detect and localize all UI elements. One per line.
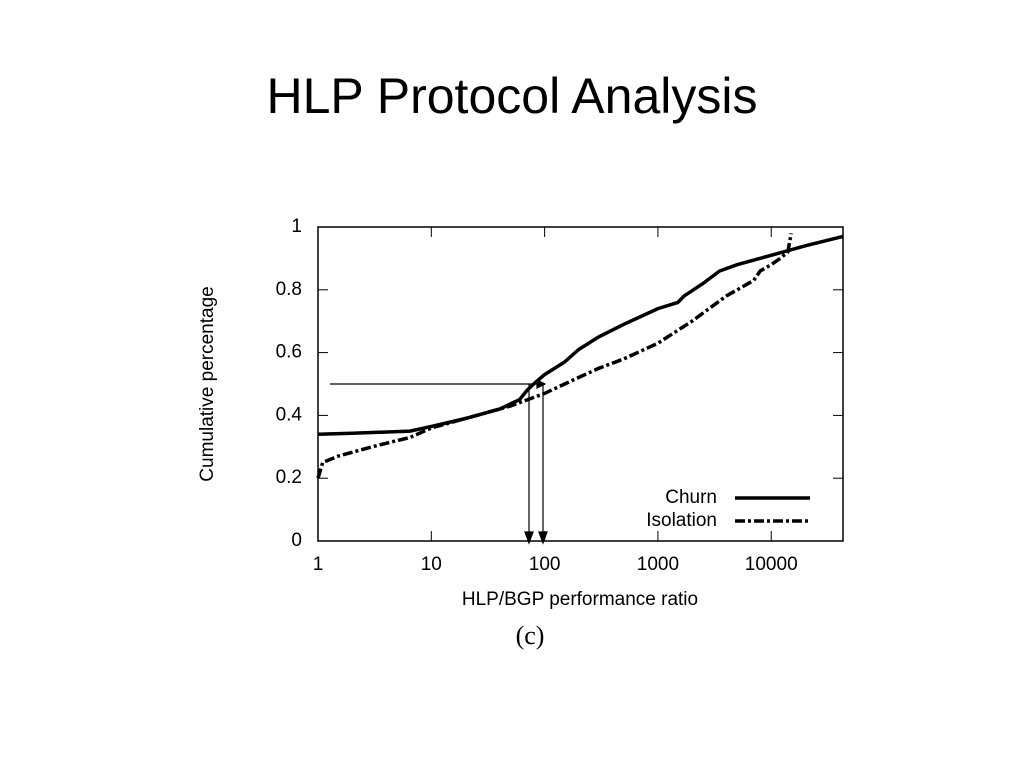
y-tick-label: 0.8 (276, 279, 302, 300)
slide-title: HLP Protocol Analysis (267, 68, 758, 124)
annotation-arrows (330, 379, 548, 545)
y-tick-label: 0.6 (276, 342, 302, 363)
x-tick-label: 100 (529, 554, 561, 575)
y-tick-label: 0 (291, 530, 302, 551)
x-axis-label: HLP/BGP performance ratio (462, 589, 698, 610)
y-axis-label: Cumulative percentage (197, 286, 218, 481)
x-tick-label: 1000 (637, 554, 679, 575)
plot-frame (317, 226, 844, 542)
caption: (c) (516, 621, 545, 650)
y-tick-label: 1 (291, 216, 302, 237)
legend-label: Isolation (646, 510, 717, 531)
y-tick-label: 0.4 (276, 404, 303, 425)
series-line (317, 234, 844, 436)
series-line (316, 232, 793, 479)
y-tick-label: 0.2 (276, 467, 302, 488)
x-tick-label: 1 (313, 554, 324, 575)
x-tick-label: 10000 (745, 554, 798, 575)
x-tick-label: 10 (421, 554, 442, 575)
legend-label: Churn (665, 487, 717, 508)
